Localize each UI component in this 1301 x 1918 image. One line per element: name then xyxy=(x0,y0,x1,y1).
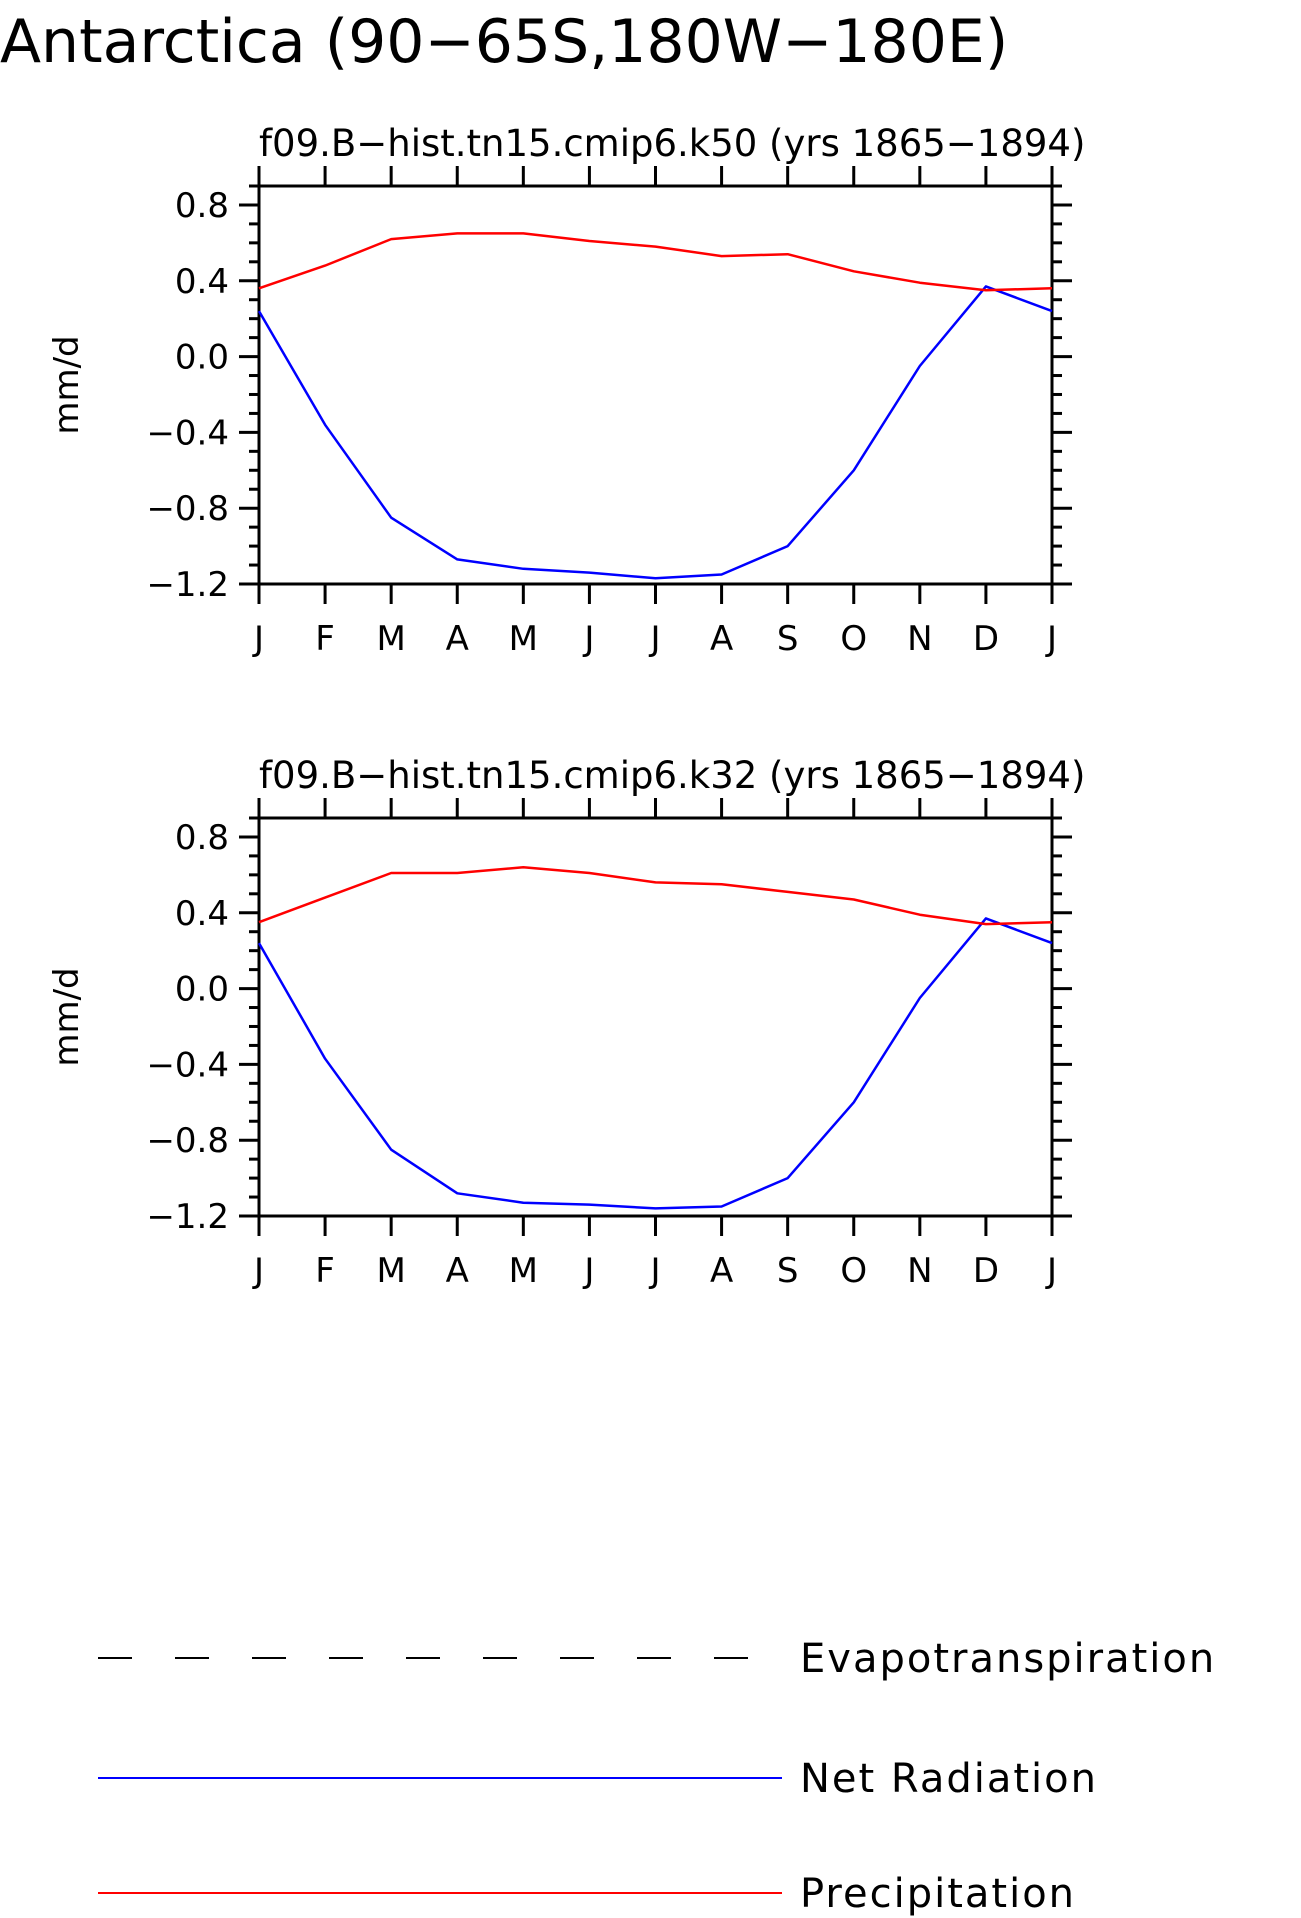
x-tick-label: J xyxy=(648,619,660,659)
y-tick-label: 0.0 xyxy=(175,970,229,1010)
legend-label-net-radiation: Net Radiation xyxy=(800,1756,1098,1802)
x-tick-label: M xyxy=(376,1251,405,1291)
chart-panel-2: f09.B−hist.tn15.cmip6.k32 (yrs 1865−1894… xyxy=(47,754,1085,1291)
x-tick-label: M xyxy=(509,619,538,659)
legend-label-evapotranspiration: Evapotranspiration xyxy=(800,1636,1216,1682)
y-tick-label: −0.8 xyxy=(146,489,229,529)
x-tick-label: A xyxy=(710,1251,733,1291)
x-tick-label: M xyxy=(376,619,405,659)
x-tick-label: A xyxy=(446,1251,469,1291)
y-axis-label: mm/d xyxy=(47,967,87,1066)
series-line-net-radiation xyxy=(257,917,1053,1210)
y-tick-label: −1.2 xyxy=(146,1197,229,1237)
x-tick-label: S xyxy=(777,1251,799,1291)
x-tick-label: J xyxy=(252,1251,264,1291)
legend: Evapotranspiration Net Radiation Precipita… xyxy=(98,1636,1216,1917)
y-axis-label: mm/d xyxy=(47,335,87,434)
panel-title: f09.B−hist.tn15.cmip6.k50 (yrs 1865−1894… xyxy=(259,122,1085,165)
x-tick-label: D xyxy=(973,1251,999,1291)
x-tick-label: O xyxy=(840,619,867,659)
x-tick-label: J xyxy=(648,1251,660,1291)
series-line-precipitation xyxy=(258,232,1053,292)
x-tick-label: J xyxy=(1045,1251,1057,1291)
panel-title: f09.B−hist.tn15.cmip6.k32 (yrs 1865−1894… xyxy=(259,754,1085,797)
y-tick-label: −1.2 xyxy=(146,565,229,605)
x-tick-label: J xyxy=(1045,619,1057,659)
x-tick-label: J xyxy=(582,1251,594,1291)
y-tick-label: 0.8 xyxy=(175,186,229,226)
y-tick-label: −0.8 xyxy=(146,1121,229,1161)
x-tick-label: F xyxy=(315,619,335,659)
x-tick-label: D xyxy=(973,619,999,659)
x-tick-label: S xyxy=(777,619,799,659)
y-tick-label: 0.8 xyxy=(175,818,229,858)
y-tick-label: −0.4 xyxy=(146,1045,229,1085)
y-tick-label: −0.4 xyxy=(146,413,229,453)
x-tick-label: N xyxy=(907,619,932,659)
series-line-net-radiation xyxy=(257,285,1053,580)
x-tick-label: A xyxy=(446,619,469,659)
x-tick-label: J xyxy=(252,619,264,659)
x-tick-label: A xyxy=(710,619,733,659)
x-tick-label: N xyxy=(907,1251,932,1291)
x-tick-label: J xyxy=(582,619,594,659)
y-tick-label: 0.4 xyxy=(175,894,229,934)
chart-panel-1: f09.B−hist.tn15.cmip6.k50 (yrs 1865−1894… xyxy=(47,122,1085,659)
y-tick-label: 0.4 xyxy=(175,262,229,302)
y-tick-label: 0.0 xyxy=(175,338,229,378)
x-tick-label: M xyxy=(509,1251,538,1291)
figure-title: Antarctica (90−65S,180W−180E) xyxy=(0,7,1008,77)
chart-panels: f09.B−hist.tn15.cmip6.k50 (yrs 1865−1894… xyxy=(47,122,1085,1291)
legend-label-precipitation: Precipitation xyxy=(800,1871,1076,1917)
x-tick-label: F xyxy=(315,1251,335,1291)
x-tick-label: O xyxy=(840,1251,867,1291)
series-line-precipitation xyxy=(258,866,1053,926)
